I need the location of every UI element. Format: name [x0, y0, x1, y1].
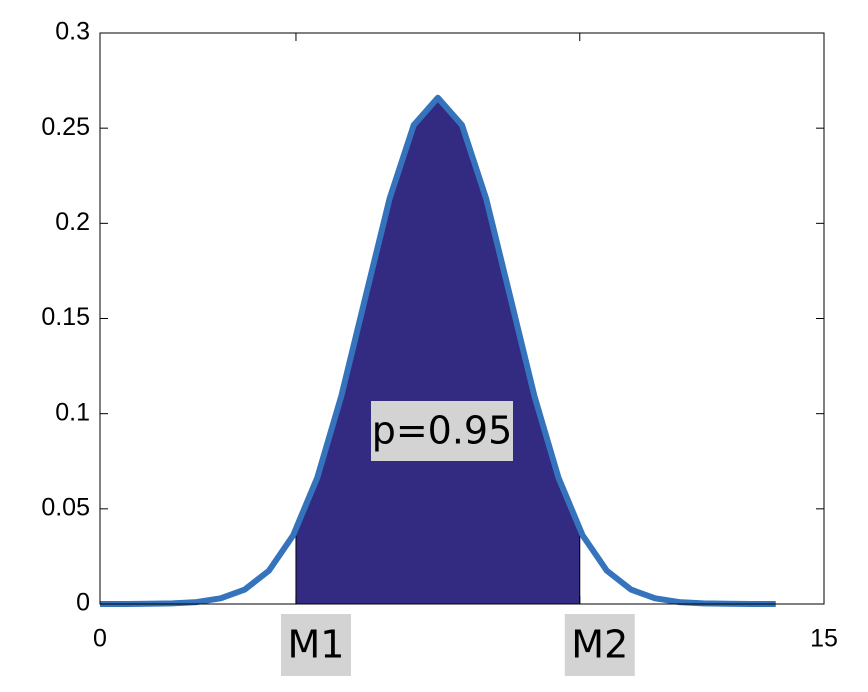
y-tick-label: 0.2: [55, 208, 90, 236]
annotation-box: [371, 401, 513, 461]
y-tick-label: 0.05: [41, 493, 90, 521]
y-tick-label: 0.15: [41, 303, 90, 331]
x-label-box: [564, 614, 635, 676]
density-curve: [100, 94, 776, 607]
x-tick-label: 15: [810, 625, 838, 653]
y-tick-label: 0: [76, 589, 90, 617]
y-tick-label: 0.1: [55, 398, 90, 426]
x-tick-label: M2: [571, 623, 628, 667]
x-tick-label: 0: [93, 625, 107, 653]
y-tick-label: 0.25: [41, 113, 90, 141]
y-tick-label: 0.3: [55, 18, 90, 46]
x-label-box: [280, 614, 351, 676]
annotation: p=0.95: [372, 409, 513, 453]
x-tick-label: M1: [287, 623, 344, 667]
